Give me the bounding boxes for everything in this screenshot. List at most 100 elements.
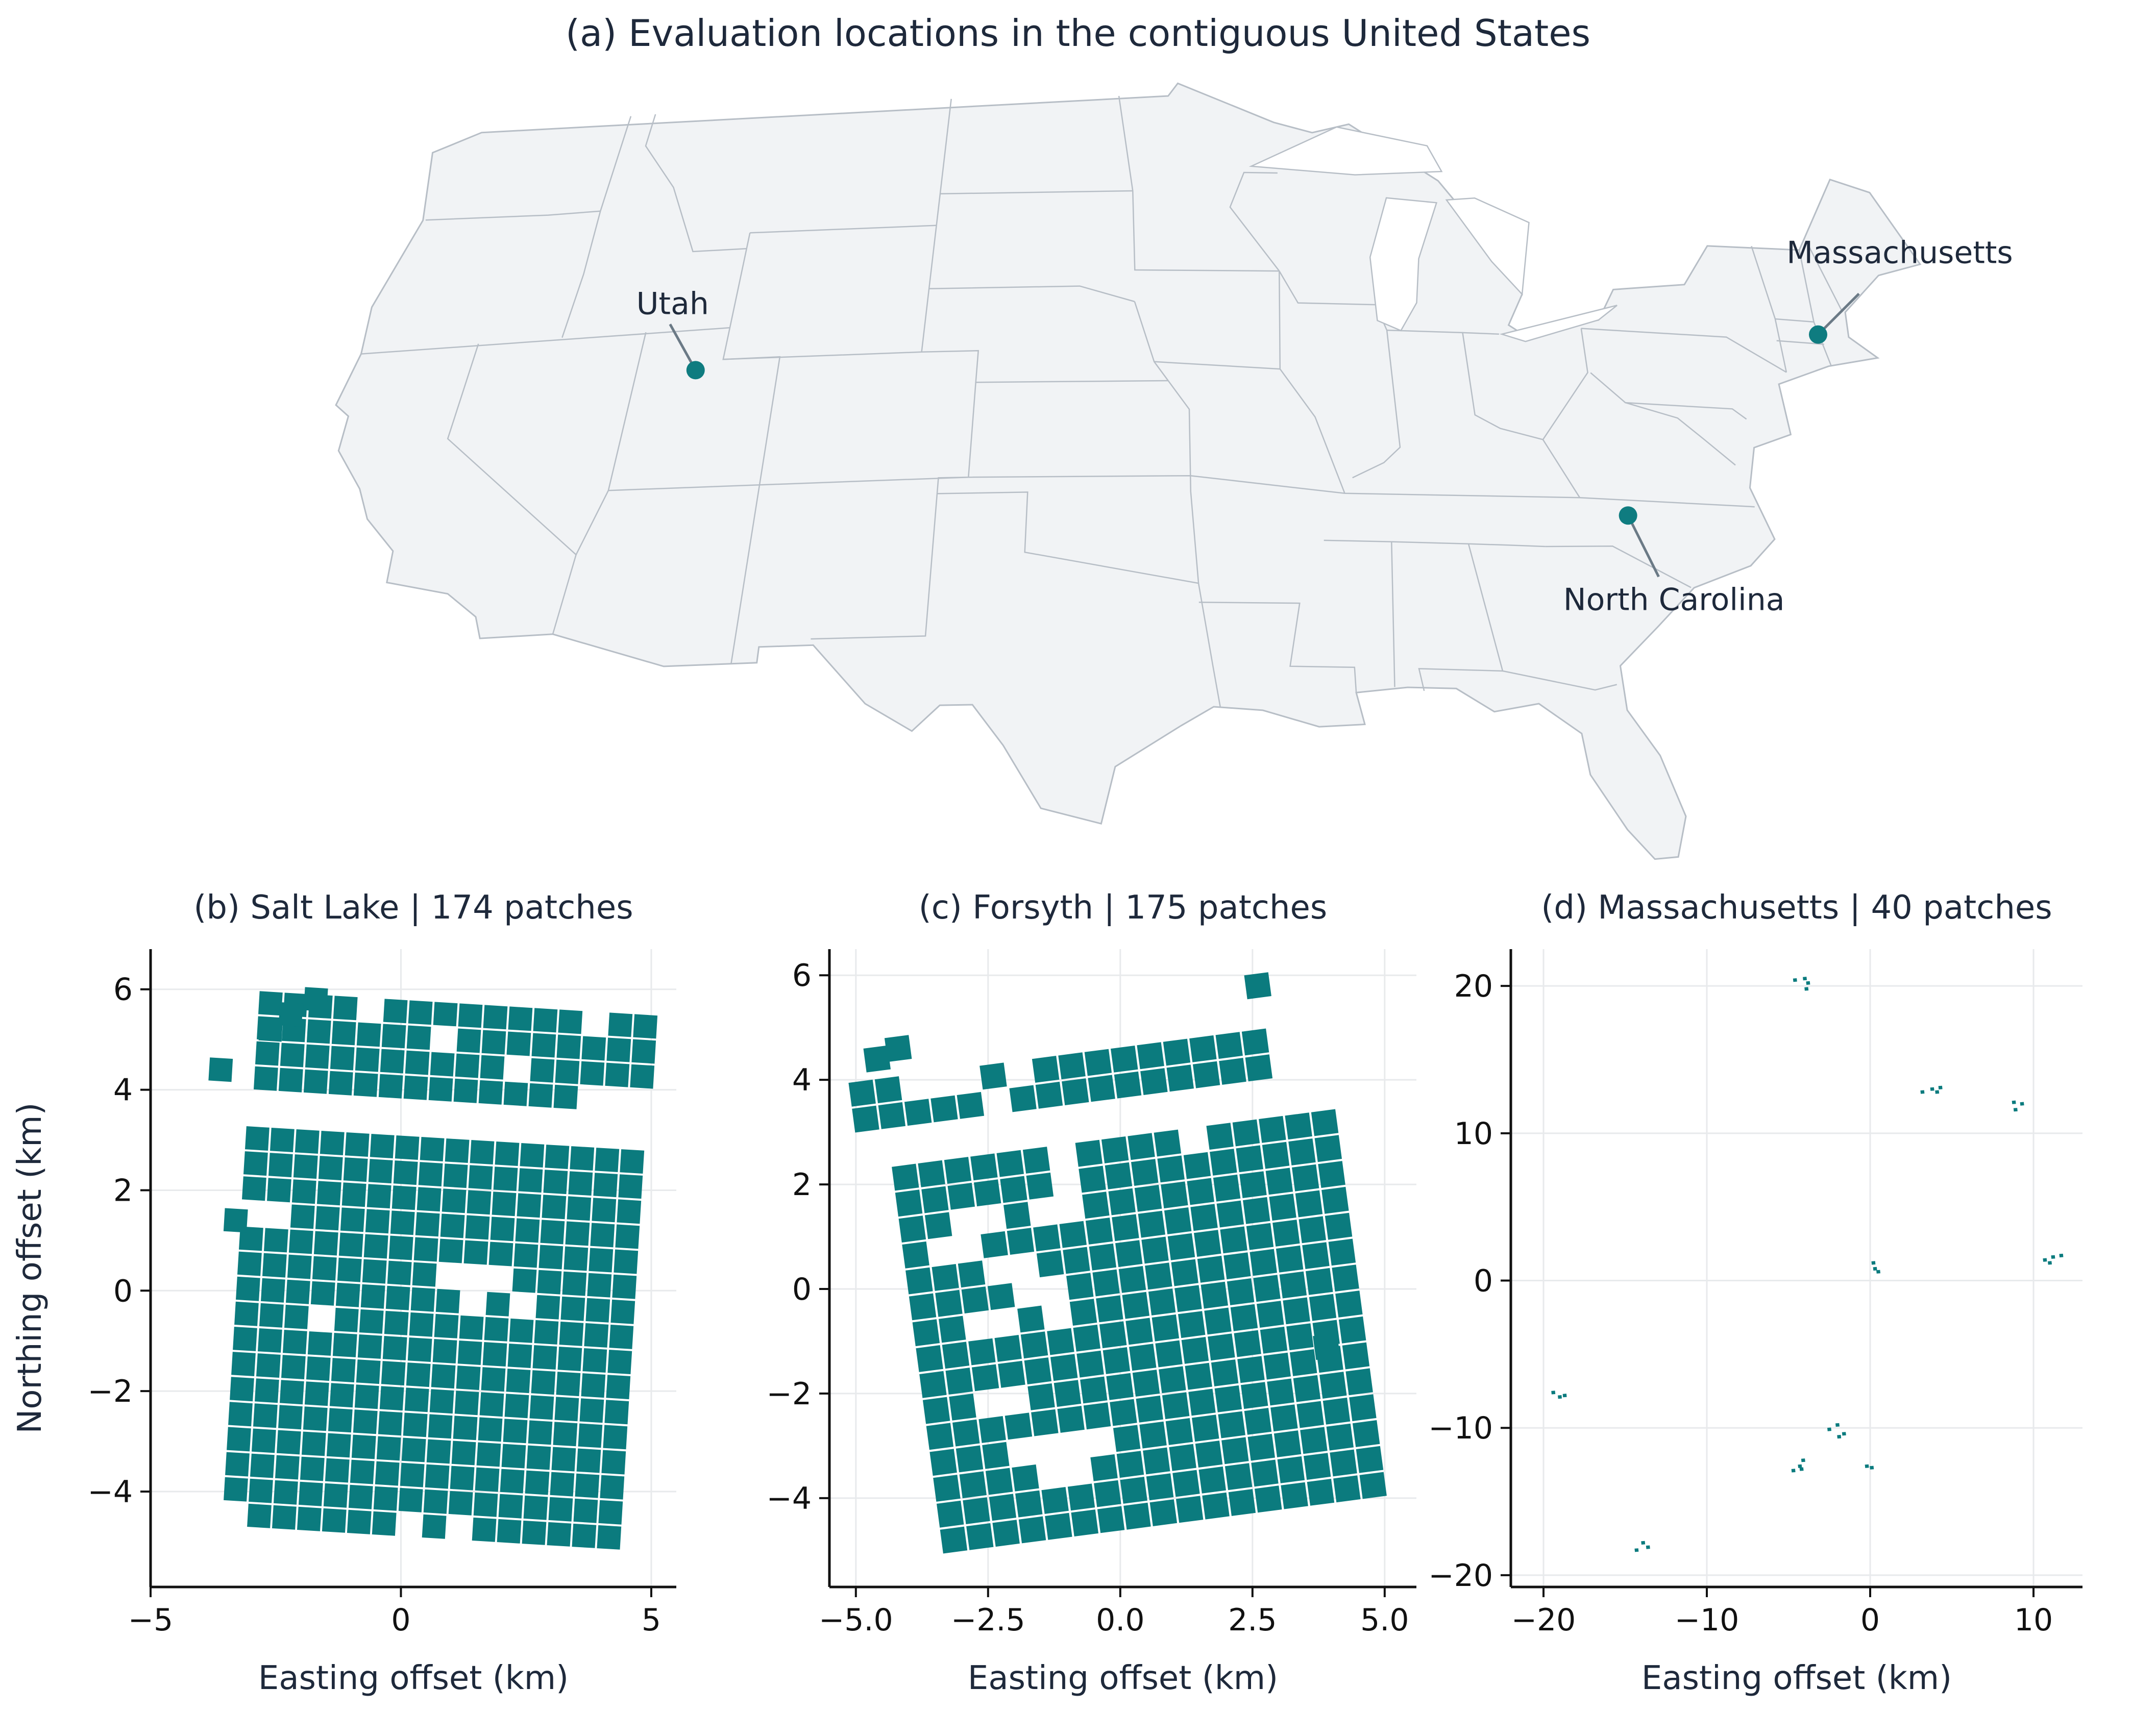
patch: [1216, 1200, 1244, 1228]
patch: [405, 1050, 430, 1075]
patch: [620, 1149, 645, 1174]
patch: [559, 1321, 584, 1346]
patch: [1328, 1238, 1356, 1266]
patch: [1318, 1161, 1345, 1188]
patch: [357, 1334, 382, 1359]
patch: [534, 1320, 559, 1345]
patch: [1804, 987, 1809, 991]
x-tick-label: 5.0: [1360, 1602, 1409, 1638]
patch: [1075, 1139, 1102, 1167]
patch: [1314, 1135, 1342, 1162]
patch: [470, 1140, 495, 1164]
patch: [1102, 1347, 1131, 1374]
patch: [1342, 1342, 1370, 1370]
patch: [1330, 1449, 1357, 1477]
patch: [288, 1229, 313, 1254]
patch: [343, 1157, 368, 1182]
patch: [1062, 1078, 1089, 1105]
patch: [385, 1285, 410, 1310]
patch: [1257, 1301, 1284, 1328]
patch: [1292, 1164, 1319, 1192]
patch: [384, 1310, 409, 1335]
patch: [316, 1181, 341, 1206]
patch: [1112, 1214, 1139, 1242]
x-axis-label: Easting offset (km): [1641, 1659, 1952, 1697]
patch: [545, 1145, 570, 1169]
patch: [1132, 1370, 1160, 1397]
patch: [618, 1174, 643, 1199]
patch: [1279, 1271, 1307, 1299]
patch: [2012, 1100, 2016, 1104]
patch: [543, 1170, 568, 1195]
patch: [1079, 1165, 1106, 1193]
patch: [306, 1019, 331, 1044]
patch: [585, 1298, 610, 1323]
patch: [1551, 1391, 1556, 1395]
y-tick-label: −2: [767, 1376, 812, 1412]
patch: [1082, 1192, 1110, 1219]
patch: [354, 1384, 379, 1409]
patch: [1187, 1178, 1214, 1205]
patch: [1134, 1184, 1162, 1212]
patch: [895, 1189, 923, 1217]
patch: [1017, 1305, 1045, 1333]
patch: [550, 1472, 575, 1497]
patch: [256, 1353, 281, 1378]
patch: [267, 1178, 291, 1203]
patch: [949, 1393, 976, 1421]
patch: [982, 1442, 1010, 1469]
patch: [506, 1369, 531, 1394]
patch: [500, 1469, 525, 1494]
patch: [2013, 1108, 2018, 1112]
leader-line: [1627, 515, 1660, 578]
patch: [1562, 1394, 1567, 1398]
patch: [1004, 1412, 1033, 1440]
patch: [2051, 1255, 2055, 1259]
patch: [366, 1184, 391, 1209]
patch: [1088, 1075, 1115, 1102]
patch: [558, 1009, 583, 1034]
patch: [1335, 1291, 1363, 1318]
patches: [208, 987, 658, 1550]
patch: [548, 1497, 573, 1522]
patch: [1172, 1470, 1200, 1497]
patch: [1007, 1228, 1035, 1255]
patch: [360, 1284, 385, 1309]
patch: [442, 1188, 467, 1213]
patch: [334, 1307, 359, 1332]
location-label: North Carolina: [1563, 582, 1785, 617]
patch: [431, 1364, 456, 1389]
patch: [1263, 1352, 1291, 1380]
patch: [237, 1251, 262, 1276]
patch: [253, 1403, 278, 1428]
patch: [1801, 1458, 1805, 1462]
patch: [254, 1066, 278, 1091]
patch: [368, 1159, 393, 1184]
patch: [979, 1062, 1007, 1090]
patch: [472, 1517, 497, 1542]
location-marker: [686, 361, 705, 380]
patch: [252, 1428, 276, 1453]
y-tick-label: 0: [113, 1273, 133, 1309]
patch: [551, 1447, 576, 1472]
patch: [1326, 1423, 1354, 1451]
patch: [957, 1091, 985, 1119]
y-tick-label: 6: [792, 958, 812, 994]
patch: [1228, 1489, 1256, 1516]
patch: [398, 1487, 423, 1512]
patch: [482, 1342, 507, 1367]
patch: [428, 1414, 453, 1439]
patch: [223, 1208, 248, 1233]
patch: [529, 1395, 554, 1420]
x-tick-label: 10: [2014, 1602, 2053, 1638]
patch: [400, 1462, 425, 1487]
patch: [1250, 1249, 1277, 1276]
patch: [1009, 1085, 1037, 1112]
patch: [1152, 1314, 1180, 1342]
patch: [320, 1131, 345, 1155]
patch: [579, 1398, 604, 1423]
patch: [2059, 1253, 2064, 1258]
patch: [2043, 1258, 2047, 1262]
patch: [380, 1049, 405, 1074]
patch: [593, 1173, 618, 1198]
